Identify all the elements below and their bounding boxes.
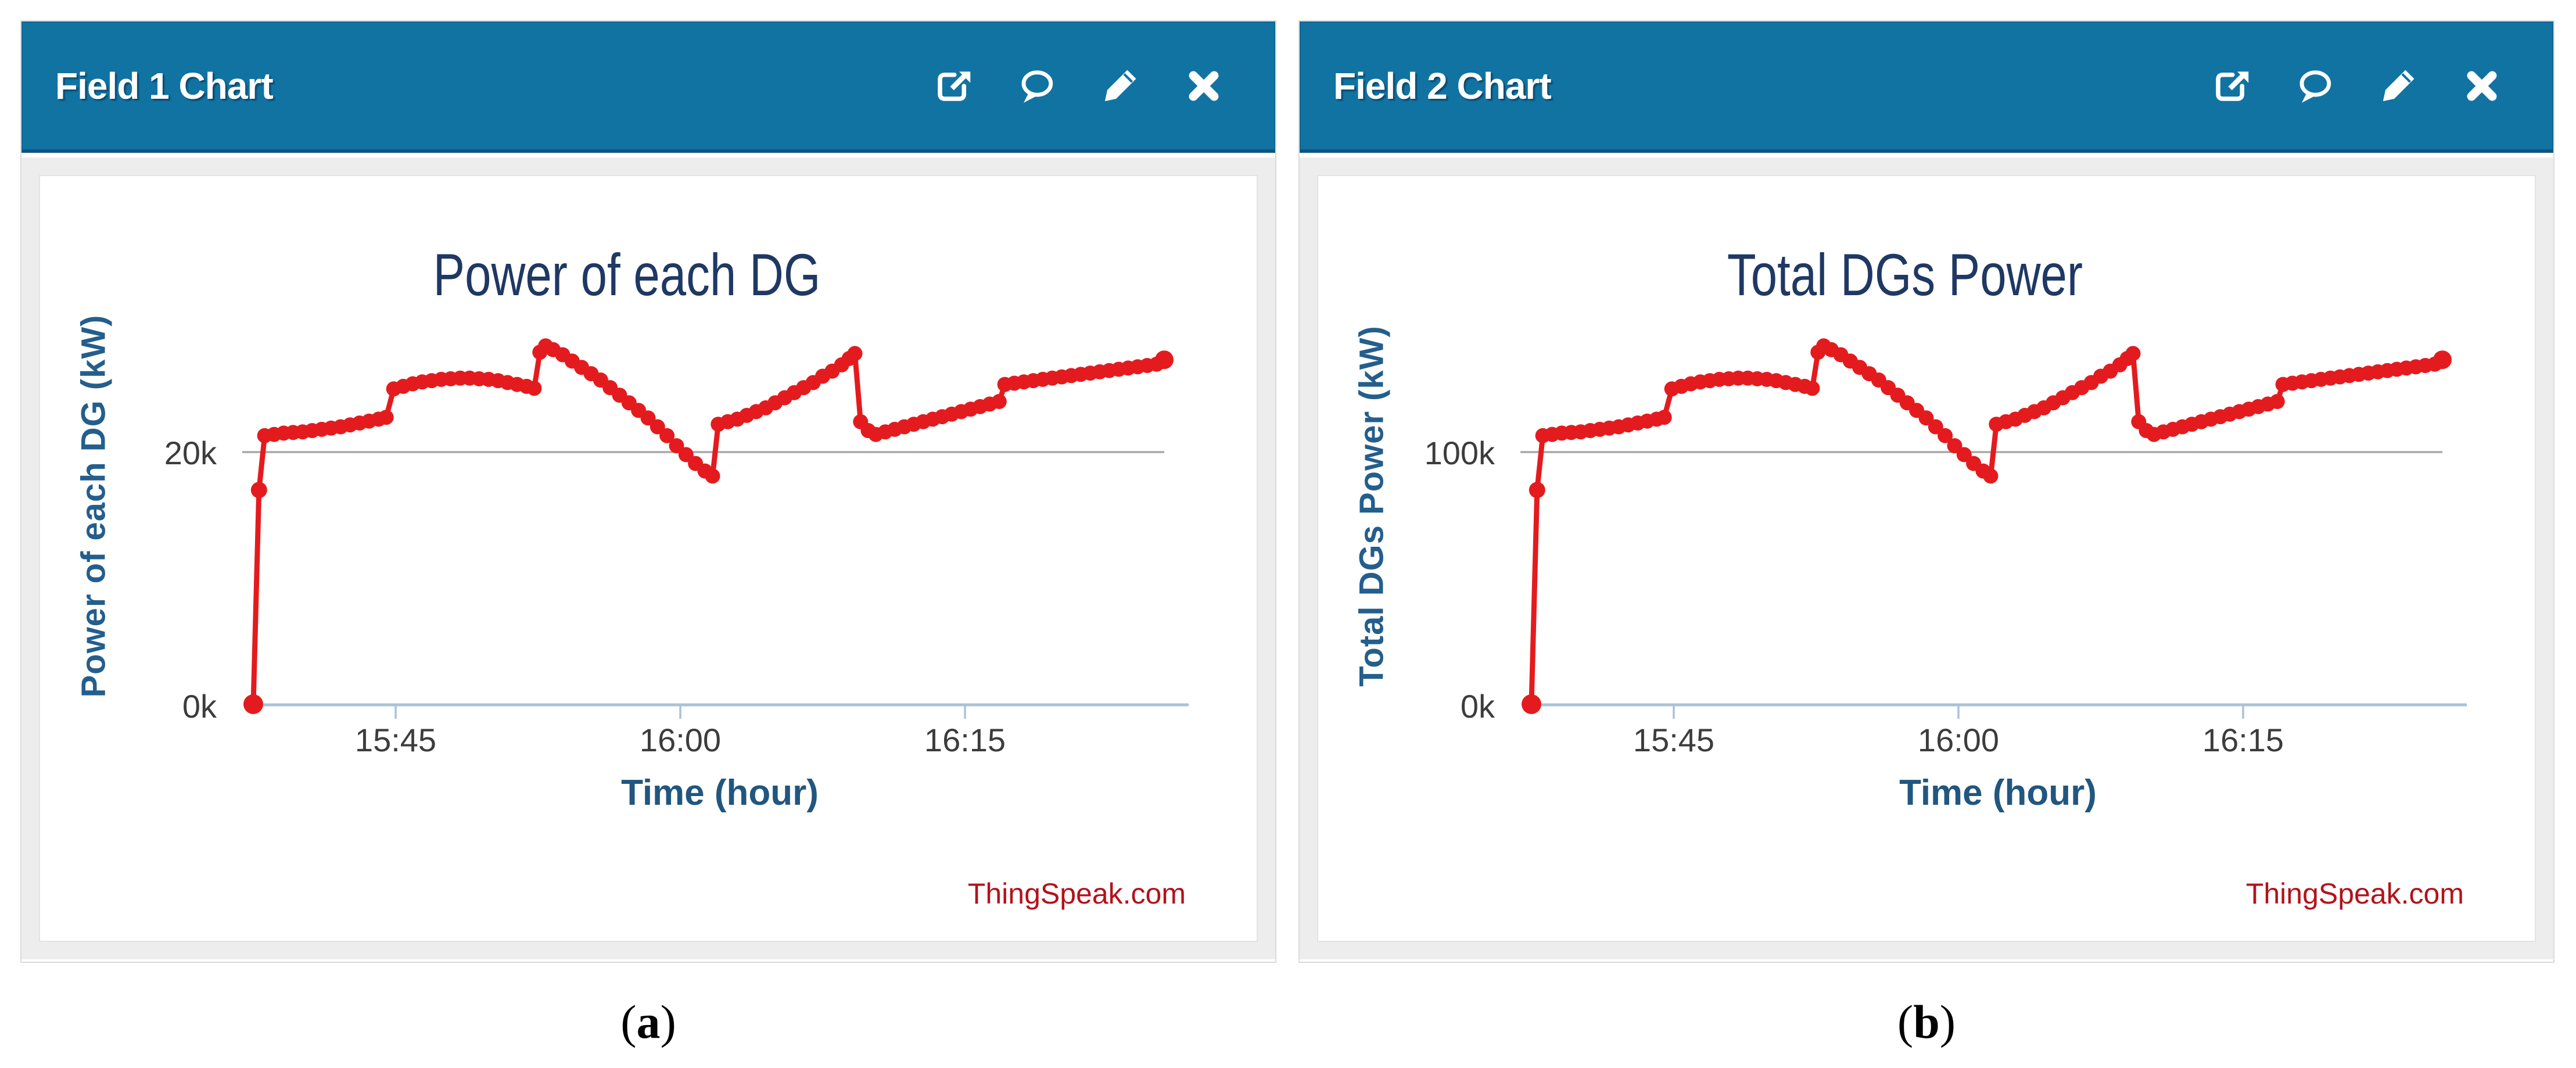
chart-card: Power of each DG Power of each DG (kW) 2… xyxy=(39,175,1258,942)
panel-field2-chart: Field 2 Chart Total DGs Power To xyxy=(1298,20,2555,963)
figure-caption-b: (b) xyxy=(1897,995,1956,1048)
chart-title: Power of each DG xyxy=(433,242,821,308)
y-axis-label: Total DGs Power (kW) xyxy=(1352,325,1391,687)
panel-body: Total DGs Power Total DGs Power (kW) 100… xyxy=(1300,157,2553,959)
comment-icon[interactable] xyxy=(2295,67,2334,105)
x-tick-label: 16:15 xyxy=(924,722,1006,758)
x-tick-label: 15:45 xyxy=(1633,722,1715,758)
y-tick-label: 0k xyxy=(1460,688,1495,725)
header-toolbar xyxy=(2212,67,2501,105)
external-link-icon[interactable] xyxy=(934,67,972,105)
x-axis-label: Time (hour) xyxy=(1899,773,2097,813)
thingspeak-watermark-link[interactable]: ThingSpeak.com xyxy=(2245,877,2464,910)
header-toolbar xyxy=(934,67,1223,105)
line-chart-plot xyxy=(1520,338,2467,719)
y-tick-label: 0k xyxy=(182,688,217,725)
panel-body: Power of each DG Power of each DG (kW) 2… xyxy=(21,157,1275,959)
edit-icon[interactable] xyxy=(1101,67,1139,105)
close-icon[interactable] xyxy=(1185,67,1223,105)
panel-field1-chart: Field 1 Chart Power of each DG P xyxy=(20,20,1276,963)
y-tick-label: 20k xyxy=(164,435,217,471)
line-chart-plot xyxy=(242,338,1189,719)
external-link-icon[interactable] xyxy=(2212,67,2250,105)
chart-card: Total DGs Power Total DGs Power (kW) 100… xyxy=(1317,175,2536,942)
edit-icon[interactable] xyxy=(2379,67,2417,105)
x-axis-label: Time (hour) xyxy=(621,773,819,813)
figure-caption-a: (a) xyxy=(620,995,676,1048)
panel-header: Field 1 Chart xyxy=(21,21,1275,153)
x-tick-label: 16:15 xyxy=(2202,722,2284,758)
thingspeak-watermark-link[interactable]: ThingSpeak.com xyxy=(967,877,1186,910)
caption-letter: b xyxy=(1913,995,1940,1048)
y-axis-label: Power of each DG (kW) xyxy=(74,314,113,698)
chart-title: Total DGs Power xyxy=(1727,242,2083,308)
close-icon[interactable] xyxy=(2463,67,2501,105)
caption-letter: a xyxy=(636,995,661,1048)
x-tick-label: 16:00 xyxy=(1917,722,2000,758)
comment-icon[interactable] xyxy=(1017,67,1056,105)
panel-title: Field 2 Chart xyxy=(1333,65,1552,107)
panel-header: Field 2 Chart xyxy=(1300,21,2553,153)
panel-title: Field 1 Chart xyxy=(55,65,274,107)
x-tick-label: 15:45 xyxy=(354,722,437,758)
y-tick-label: 100k xyxy=(1424,435,1495,471)
x-tick-label: 16:00 xyxy=(639,722,722,758)
